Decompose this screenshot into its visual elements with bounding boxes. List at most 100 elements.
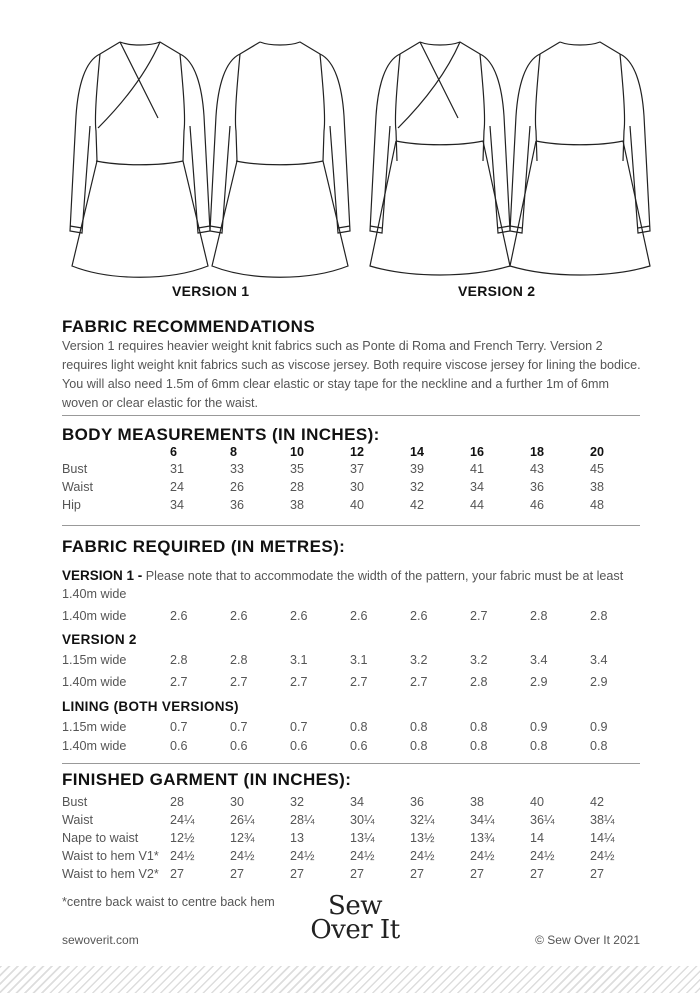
table-row: Waist 24 26 28 30 32 34 36 38 bbox=[62, 478, 652, 496]
version-1-note-text: Please note that to accommodate the widt… bbox=[62, 569, 624, 601]
version-1-label: VERSION 1 bbox=[172, 283, 250, 299]
cell-value: 0.8 bbox=[470, 739, 488, 753]
logo-line-1: Sew bbox=[328, 891, 382, 921]
row-label: Waist to hem V1* bbox=[62, 849, 159, 863]
table-row: 1.40m wide 2.6 2.6 2.6 2.6 2.6 2.7 2.8 2.8 bbox=[62, 607, 652, 625]
cell-value: 0.8 bbox=[350, 720, 368, 734]
cell-value: 28¼ bbox=[290, 813, 315, 827]
website-link[interactable]: sewoverit.com bbox=[62, 933, 139, 947]
size: 16 bbox=[470, 445, 485, 459]
cell-value: 45 bbox=[590, 462, 605, 476]
cell-value: 24½ bbox=[590, 849, 615, 863]
cell-value: 40 bbox=[350, 498, 365, 512]
cell-value: 27 bbox=[170, 867, 185, 881]
cell-value: 43 bbox=[530, 462, 545, 476]
cell-value: 3.4 bbox=[590, 653, 608, 667]
sizes-header-row: 6 8 10 12 14 16 18 20 bbox=[62, 443, 652, 461]
cell-value: 31 bbox=[170, 462, 185, 476]
finished-garment-heading: FINISHED GARMENT (IN INCHES): bbox=[62, 770, 352, 789]
dress-illustrations bbox=[69, 41, 651, 278]
cell-value: 48 bbox=[590, 498, 605, 512]
fabric-recommendations-text: Version 1 requires heavier weight knit f… bbox=[62, 339, 641, 410]
cell-value: 0.6 bbox=[350, 739, 368, 753]
cell-value: 44 bbox=[470, 498, 485, 512]
cell-value: 24½ bbox=[470, 849, 495, 863]
dress-v1-front bbox=[69, 41, 211, 278]
cell-value: 2.7 bbox=[470, 609, 488, 623]
cell-value: 2.9 bbox=[530, 675, 548, 689]
size: 18 bbox=[530, 445, 545, 459]
table-row: Nape to waist 12½ 12¾ 13 13¼ 13½ 13¾ 14 14¼ bbox=[62, 829, 652, 847]
table-row: Waist to hem V1* 24½ 24½ 24½ 24½ 24½ 24½ 24½ 24½ bbox=[62, 847, 652, 865]
cell-value: 34 bbox=[170, 498, 185, 512]
cell-value: 27 bbox=[350, 867, 365, 881]
cell-value: 24 bbox=[170, 480, 185, 494]
row-label: Bust bbox=[62, 462, 88, 476]
cell-value: 26 bbox=[230, 480, 245, 494]
cell-value: 38 bbox=[290, 498, 305, 512]
cell-value: 33 bbox=[230, 462, 245, 476]
cell-value: 13 bbox=[290, 831, 305, 845]
cell-value: 32 bbox=[410, 480, 425, 494]
cell-value: 0.6 bbox=[170, 739, 188, 753]
cell-value: 24½ bbox=[170, 849, 195, 863]
cell-value: 3.2 bbox=[410, 653, 428, 667]
cell-value: 36 bbox=[410, 795, 425, 809]
table-row: 1.15m wide 0.7 0.7 0.7 0.8 0.8 0.8 0.9 0.9 bbox=[62, 718, 652, 736]
cell-value: 32¼ bbox=[410, 813, 435, 827]
version-1-title: VERSION 1 - bbox=[62, 568, 143, 583]
cell-value: 0.8 bbox=[530, 739, 548, 753]
cell-value: 2.6 bbox=[230, 609, 248, 623]
cell-value: 2.6 bbox=[170, 609, 188, 623]
fabric-recommendations-heading: FABRIC RECOMMENDATIONS bbox=[62, 317, 316, 336]
row-label: Bust bbox=[62, 795, 88, 809]
cell-value: 28 bbox=[290, 480, 305, 494]
cell-value: 2.8 bbox=[470, 675, 488, 689]
cell-value: 32 bbox=[290, 795, 305, 809]
copyright: © Sew Over It 2021 bbox=[535, 933, 640, 947]
cell-value: 34 bbox=[350, 795, 365, 809]
cell-value: 27 bbox=[530, 867, 545, 881]
cell-value: 2.7 bbox=[290, 675, 308, 689]
cell-value: 36¼ bbox=[530, 813, 555, 827]
cell-value: 27 bbox=[230, 867, 245, 881]
divider bbox=[62, 763, 640, 764]
table-row: Hip 34 36 38 40 42 44 46 48 bbox=[62, 496, 652, 514]
cell-value: 24½ bbox=[530, 849, 555, 863]
cell-value: 0.8 bbox=[410, 720, 428, 734]
footnote: *centre back waist to centre back hem bbox=[62, 895, 275, 909]
cell-value: 37 bbox=[350, 462, 365, 476]
row-label: Waist to hem V2* bbox=[62, 867, 159, 881]
cell-value: 38 bbox=[470, 795, 485, 809]
cell-value: 30 bbox=[230, 795, 245, 809]
cell-value: 2.7 bbox=[230, 675, 248, 689]
row-label: 1.40m wide bbox=[62, 675, 127, 689]
cell-value: 24¼ bbox=[170, 813, 195, 827]
cell-value: 0.9 bbox=[530, 720, 548, 734]
cell-value: 3.2 bbox=[470, 653, 488, 667]
cell-value: 12½ bbox=[170, 831, 195, 845]
cell-value: 27 bbox=[290, 867, 305, 881]
dress-v2-front bbox=[369, 41, 511, 276]
cell-value: 13¼ bbox=[350, 831, 375, 845]
cell-value: 27 bbox=[470, 867, 485, 881]
table-row: Waist 24¼ 26¼ 28¼ 30¼ 32¼ 34¼ 36¼ 38¼ bbox=[62, 811, 652, 829]
cell-value: 0.7 bbox=[230, 720, 248, 734]
row-label: 1.40m wide bbox=[62, 739, 127, 753]
cell-value: 38 bbox=[590, 480, 605, 494]
cell-value: 2.9 bbox=[590, 675, 608, 689]
table-row: 1.40m wide 2.7 2.7 2.7 2.7 2.7 2.8 2.9 2.9 bbox=[62, 673, 652, 691]
body-measurements-heading: BODY MEASUREMENTS (IN INCHES): bbox=[62, 425, 380, 444]
cell-value: 24½ bbox=[230, 849, 255, 863]
cell-value: 2.8 bbox=[530, 609, 548, 623]
version-2-label: VERSION 2 bbox=[458, 283, 536, 299]
cell-value: 0.8 bbox=[470, 720, 488, 734]
cell-value: 36 bbox=[530, 480, 545, 494]
cell-value: 27 bbox=[590, 867, 605, 881]
size: 6 bbox=[170, 445, 178, 459]
cell-value: 0.8 bbox=[410, 739, 428, 753]
fabric-required-heading: FABRIC REQUIRED (IN METRES): bbox=[62, 537, 346, 556]
table-row: Bust 28 30 32 34 36 38 40 42 bbox=[62, 793, 652, 811]
cell-value: 30 bbox=[350, 480, 365, 494]
cell-value: 40 bbox=[530, 795, 545, 809]
